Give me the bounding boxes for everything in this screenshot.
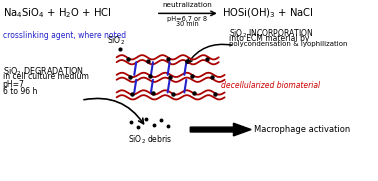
Text: pH=7: pH=7: [3, 80, 25, 89]
Text: HOSi(OH)$_3$ + NaCl: HOSi(OH)$_3$ + NaCl: [222, 7, 313, 20]
Text: into ECM material by: into ECM material by: [229, 34, 309, 43]
Text: pH=6,7 or 8: pH=6,7 or 8: [167, 16, 207, 22]
Text: SiO$_2$ debris: SiO$_2$ debris: [128, 133, 172, 146]
Text: SiO$_2$ DEGRADATION: SiO$_2$ DEGRADATION: [3, 65, 84, 78]
Text: in cell culture medium: in cell culture medium: [3, 72, 88, 81]
Text: polycondensation & lyophilization: polycondensation & lyophilization: [229, 41, 347, 47]
Text: SiO$_2$: SiO$_2$: [107, 34, 125, 47]
Text: SiO$_2$ INCORPORATION: SiO$_2$ INCORPORATION: [229, 27, 313, 39]
Text: Na$_4$SiO$_4$ + H$_2$O + HCl: Na$_4$SiO$_4$ + H$_2$O + HCl: [3, 7, 111, 20]
Text: Macrophage activation: Macrophage activation: [254, 125, 350, 134]
Text: crosslinking agent, where noted: crosslinking agent, where noted: [3, 31, 126, 40]
Text: decellularized biomaterial: decellularized biomaterial: [221, 81, 320, 90]
Text: 6 to 96 h: 6 to 96 h: [3, 87, 37, 96]
Text: 30 min: 30 min: [176, 21, 198, 27]
Text: neutralization: neutralization: [163, 1, 212, 8]
Polygon shape: [190, 123, 251, 136]
